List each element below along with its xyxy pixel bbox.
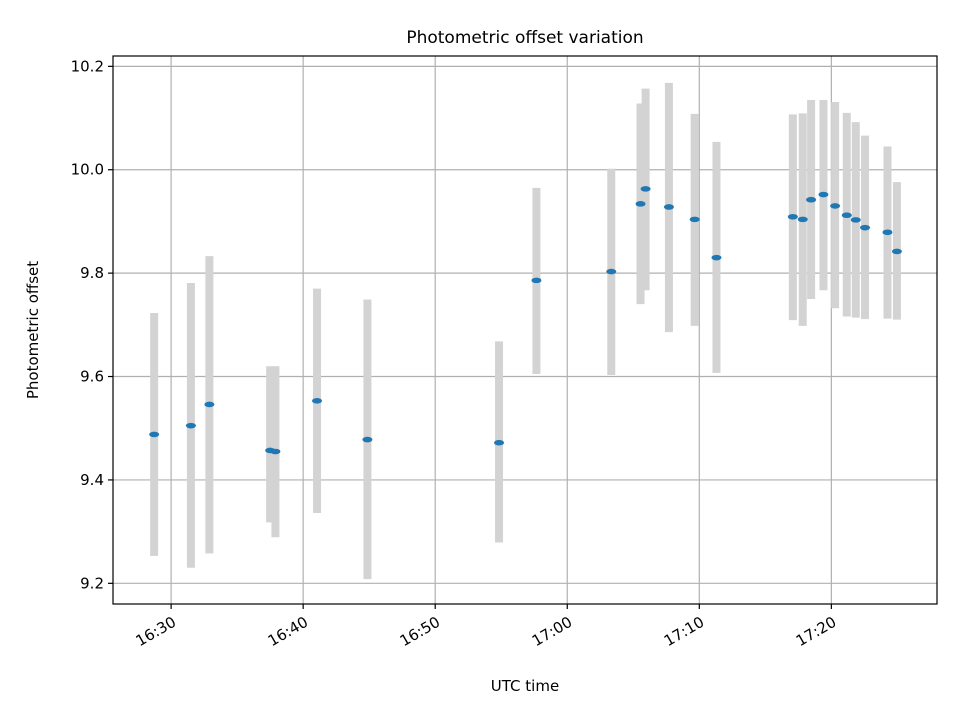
y-axis-label: Photometric offset — [24, 261, 42, 399]
data-point — [635, 201, 646, 207]
data-point — [806, 196, 817, 203]
x-tick-label: 17:10 — [661, 613, 707, 650]
plot-frame — [112, 55, 938, 605]
y-tick-label: 9.2 — [80, 574, 104, 592]
data-point — [841, 212, 852, 219]
data-point — [149, 431, 160, 438]
data-point — [663, 204, 674, 210]
data-point — [860, 224, 871, 231]
data-point — [787, 213, 798, 220]
data-point — [891, 248, 902, 255]
y-tick-label: 9.6 — [80, 368, 104, 386]
errorbar-layer — [150, 82, 901, 580]
data-point — [185, 422, 196, 429]
x-axis-label: UTC time — [491, 677, 559, 695]
x-tick-label: 16:30 — [133, 613, 179, 650]
data-point — [204, 401, 215, 408]
data-point — [850, 217, 861, 223]
data-point — [711, 254, 722, 261]
y-tick-layer: 9.2 9.4 9.6 9.8 10.0 10.2 — [71, 57, 113, 592]
x-tick-label: 16:50 — [397, 613, 443, 650]
x-tick-label: 17:20 — [793, 613, 839, 650]
data-point — [312, 398, 323, 404]
data-point — [818, 191, 829, 198]
data-point — [606, 268, 617, 275]
y-tick-label: 10.2 — [71, 57, 104, 75]
data-point — [689, 216, 700, 223]
data-point — [362, 436, 373, 443]
data-point — [830, 203, 841, 209]
data-point — [640, 186, 651, 192]
point-layer — [149, 186, 902, 455]
chart-title: Photometric offset variation — [406, 28, 643, 48]
y-tick-label: 9.4 — [80, 471, 104, 489]
data-point — [270, 448, 281, 455]
data-point — [797, 216, 808, 223]
data-point — [531, 277, 542, 284]
x-tick-layer: 16:30 16:40 16:50 17:00 17:10 17:20 — [133, 604, 839, 650]
x-tick-label: 17:00 — [529, 613, 575, 650]
data-point — [882, 229, 893, 236]
x-tick-label: 16:40 — [265, 613, 311, 650]
data-point — [494, 439, 505, 446]
y-tick-label: 9.8 — [80, 264, 104, 282]
y-tick-label: 10.0 — [71, 161, 104, 179]
